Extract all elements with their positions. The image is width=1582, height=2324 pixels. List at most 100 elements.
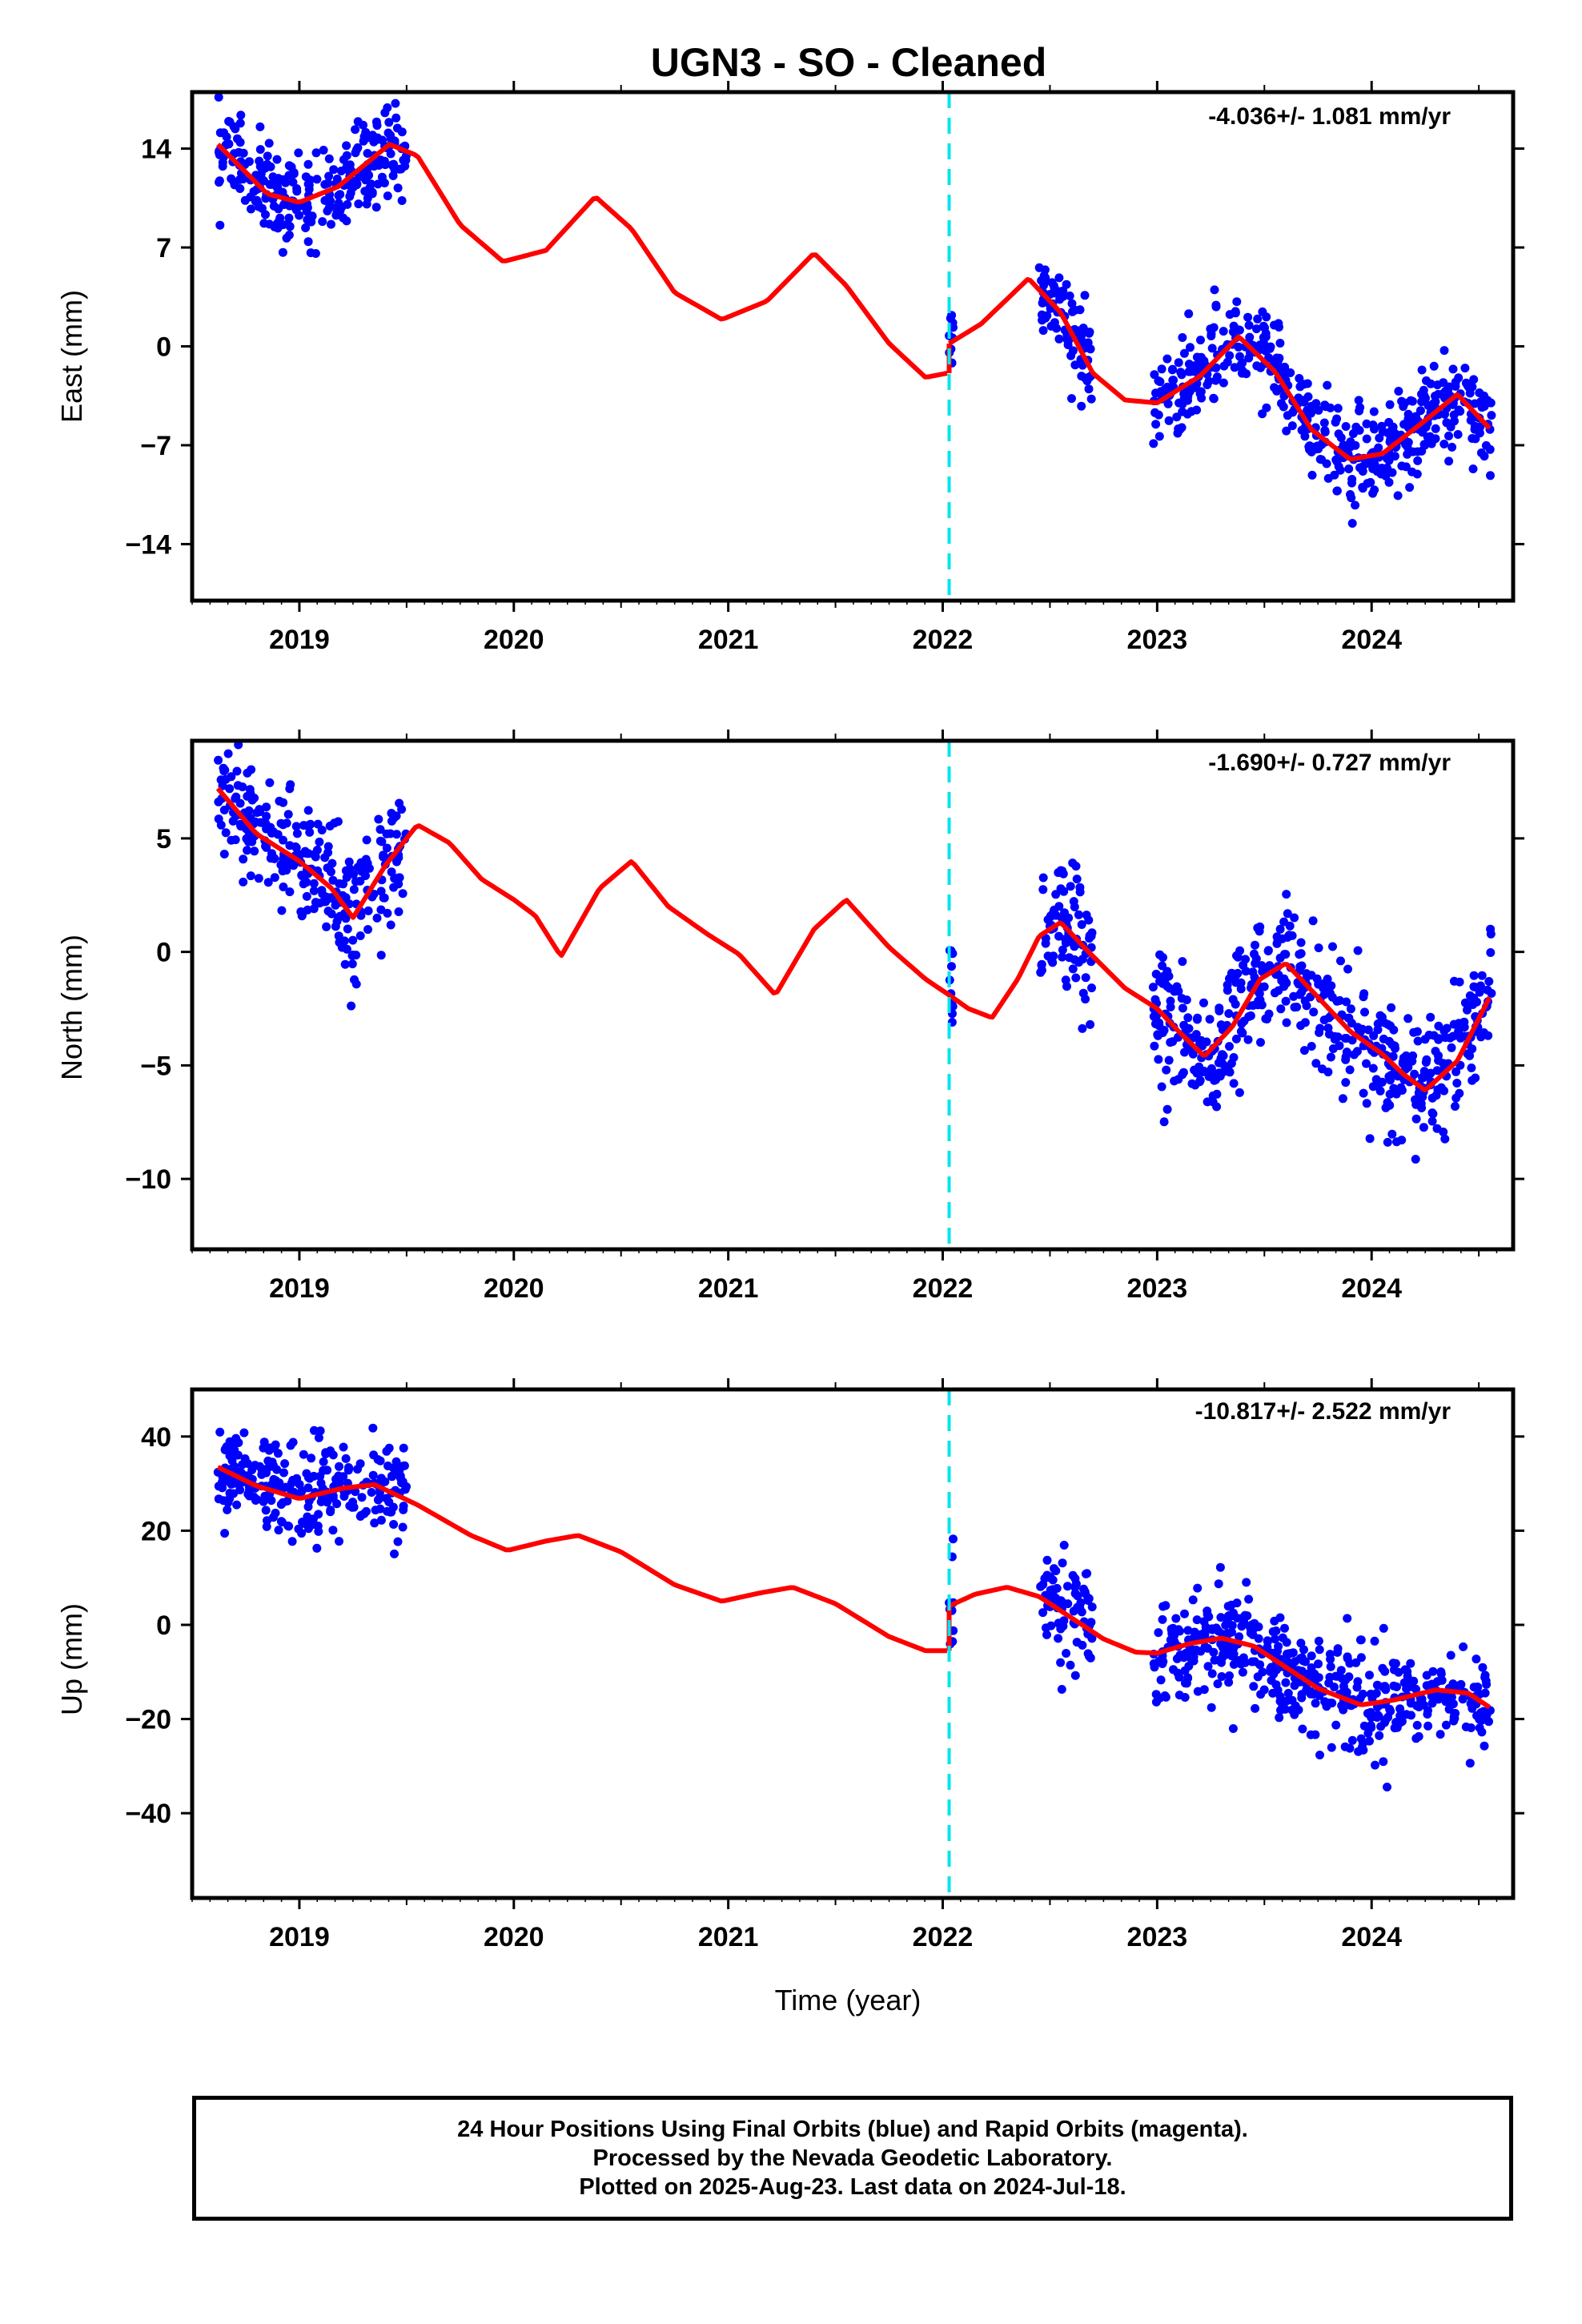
north-data-point (223, 749, 233, 758)
east-data-point (391, 99, 400, 108)
east-data-point (1399, 402, 1408, 412)
east-data-point (323, 179, 333, 188)
north-data-point (303, 806, 313, 815)
up-data-point (1056, 1596, 1066, 1606)
north-data-point (1311, 1059, 1321, 1068)
east-data-point (304, 180, 314, 190)
north-data-point (214, 755, 223, 765)
up-data-point (1403, 1671, 1412, 1681)
north-data-point (1150, 995, 1160, 1004)
east-data-point (1370, 424, 1379, 434)
up-data-point (1246, 1628, 1255, 1638)
east-data-point (1223, 357, 1232, 367)
east-data-point (1347, 493, 1356, 503)
east-data-point (1413, 447, 1422, 456)
east-data-point (1486, 471, 1495, 480)
north-data-point (398, 889, 408, 899)
east-data-point (1179, 348, 1189, 358)
north-data-point (355, 931, 365, 940)
north-data-point (1486, 948, 1496, 957)
east-data-point (1299, 380, 1309, 389)
up-data-point (1182, 1679, 1191, 1688)
up-data-point (1327, 1743, 1336, 1752)
north-data-point (339, 879, 348, 889)
east-data-point (1209, 323, 1219, 332)
east-data-point (1421, 422, 1431, 432)
x-axis-label: Time (year) (775, 1984, 921, 2016)
north-data-point (1158, 953, 1167, 963)
east-data-point (1037, 310, 1046, 320)
east-data-point (214, 78, 223, 87)
up-data-point (1070, 1671, 1080, 1680)
north-data-point (1346, 1004, 1355, 1014)
north-data-point (1155, 977, 1164, 986)
east-data-point (1150, 370, 1159, 380)
up-data-point (1207, 1669, 1217, 1679)
east-data-point (1468, 464, 1478, 473)
north-data-point (1353, 1023, 1363, 1032)
east-data-point (1347, 478, 1356, 488)
up-data-point (1161, 1692, 1170, 1702)
east-data-point (1308, 442, 1318, 452)
north-data-point (1223, 980, 1232, 990)
up-data-point (262, 1522, 271, 1531)
east-data-point (265, 179, 275, 189)
north-data-point (219, 763, 228, 773)
east-data-point (1481, 440, 1491, 450)
east-data-point (1299, 396, 1308, 405)
north-data-point (1278, 934, 1287, 943)
north-data-point (1036, 967, 1046, 977)
north-data-point (1256, 1038, 1265, 1047)
east-data-point (1413, 456, 1423, 465)
north-data-point (1157, 1082, 1166, 1092)
north-data-point (1486, 929, 1496, 939)
east-data-point (1411, 412, 1420, 421)
up-data-point (1359, 1745, 1368, 1755)
up-data-point (1038, 1580, 1048, 1590)
up-data-point (328, 1526, 338, 1535)
east-data-point (1066, 351, 1076, 360)
up-data-point (1407, 1711, 1415, 1720)
east-data-point (1270, 320, 1279, 330)
up-data-point (1229, 1659, 1239, 1669)
up-data-point (1435, 1730, 1445, 1739)
up-data-point (1215, 1562, 1225, 1572)
east-data-point (1487, 411, 1496, 420)
east-data-point (1440, 409, 1449, 419)
up-data-point (1366, 1689, 1375, 1699)
up-data-point (1207, 1703, 1216, 1712)
east-data-point (1192, 405, 1202, 415)
north-data-point (363, 906, 373, 915)
east-data-point (1149, 439, 1158, 448)
up-model-curve (948, 1585, 1492, 1710)
up-data-point (218, 1471, 227, 1481)
panel-up: Up (mm) -10.817+/- 2.522 mm/yr 2019 2020 2… (55, 1378, 1524, 1952)
east-data-point (274, 217, 283, 227)
east-data-point (949, 323, 958, 332)
up-data-point (1154, 1628, 1163, 1638)
east-data-point (1039, 280, 1049, 290)
north-data-point (225, 784, 235, 794)
east-data-point (1067, 394, 1076, 404)
up-data-point (1156, 1675, 1166, 1685)
up-data-point (1247, 1657, 1257, 1667)
north-data-point (254, 874, 263, 883)
north-data-point (1292, 1003, 1302, 1011)
up-data-point (1344, 1672, 1354, 1682)
up-data-point (1235, 1632, 1244, 1642)
up-data-point (1062, 1649, 1071, 1658)
up-data-point (1203, 1643, 1212, 1653)
north-data-point (1257, 961, 1267, 971)
up-data-point (1311, 1730, 1320, 1739)
north-data-point (1208, 1097, 1218, 1107)
east-data-point (1168, 376, 1178, 385)
north-model-curve (947, 920, 1492, 1093)
up-data-point (1423, 1710, 1432, 1719)
east-data-point (1235, 325, 1243, 335)
up-data-point (1196, 1647, 1206, 1656)
up-data-point (220, 1529, 230, 1538)
north-data-point (1196, 1035, 1206, 1045)
up-data-point (1166, 1624, 1176, 1634)
up-data-point (375, 1504, 385, 1514)
